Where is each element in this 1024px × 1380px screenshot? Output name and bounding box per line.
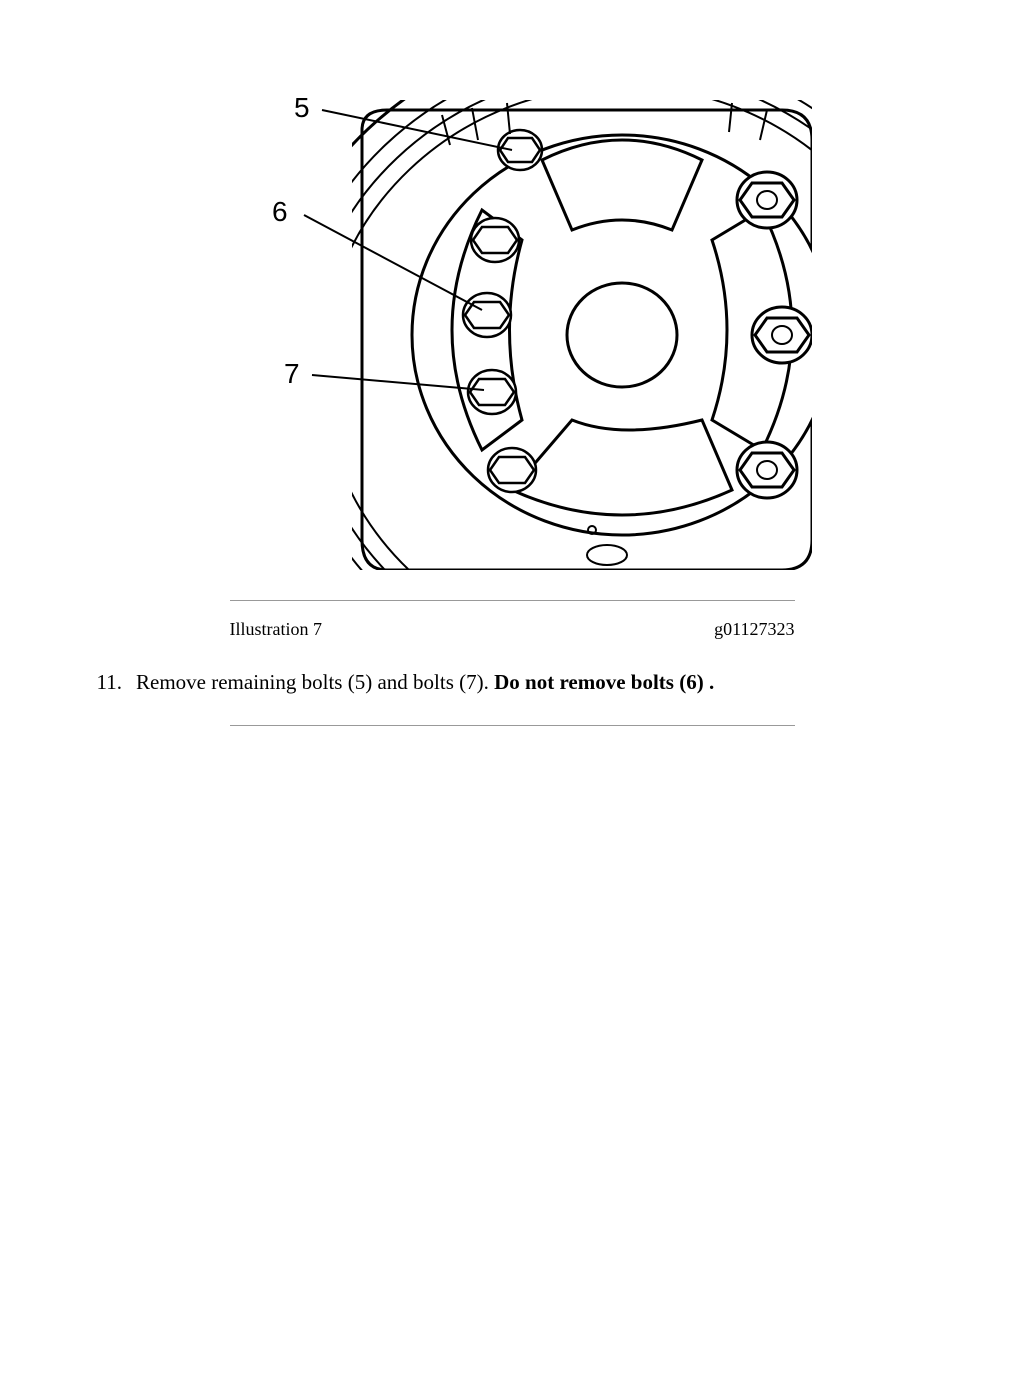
step-text: Remove remaining bolts (5) and bolts (7)… [136,670,714,695]
diagram-container: 5 6 7 [212,70,812,570]
callout-5: 5 [294,92,310,124]
callout-7: 7 [284,358,300,390]
hub-diagram [212,70,812,570]
callout-6: 6 [272,196,288,228]
illustration-label: Illustration 7 [230,619,323,640]
illustration-id: g01127323 [714,619,794,640]
bottom-rule [230,725,795,726]
illustration-caption: Illustration 7 g01127323 [230,600,795,640]
step-text-bold: Do not remove bolts (6) . [494,670,714,694]
step-11: 11. Remove remaining bolts (5) and bolts… [90,670,934,695]
step-number: 11. [90,670,122,695]
step-text-plain: Remove remaining bolts (5) and bolts (7)… [136,670,494,694]
